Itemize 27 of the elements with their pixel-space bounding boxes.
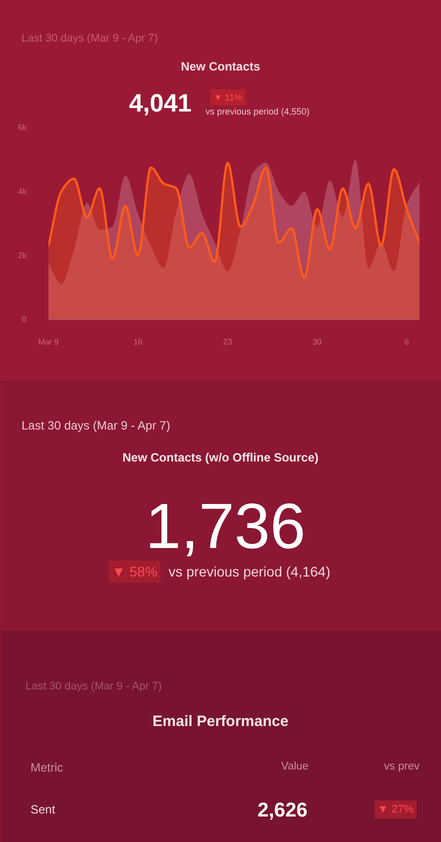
x-tick-label: Mar 9	[38, 338, 60, 346]
text: 1,736	[145, 490, 306, 562]
y-tick-label: 4k	[18, 187, 28, 196]
x-tick-label: 23	[223, 338, 233, 346]
text: New Contacts (w/o Offline Source)	[122, 450, 319, 464]
text: vs previous period (4,164)	[168, 564, 330, 580]
x-tick-label: 16	[134, 338, 144, 346]
text: Value	[281, 760, 309, 772]
x-tick-label: 30	[312, 338, 322, 346]
text: ▼ 58%	[112, 564, 158, 580]
y-tick-label: 0	[22, 315, 28, 324]
text: Email Performance	[152, 713, 288, 730]
y-tick-label: 6k	[18, 123, 28, 132]
chart-subtitle: Last 30 days (Mar 9 - Apr 7)	[22, 32, 158, 44]
y-tick-label: 2k	[18, 251, 28, 260]
x-tick-label: 6	[404, 338, 410, 346]
chart-title: New Contacts	[180, 60, 260, 74]
text: Last 30 days (Mar 9 - Apr 7)	[26, 680, 162, 692]
text: vs prev	[384, 760, 420, 772]
text: 2,626	[257, 800, 308, 822]
text: Last 30 days (Mar 9 - Apr 7)	[22, 418, 170, 432]
text: Sent	[30, 802, 56, 816]
text: vs previous period (4,550)	[206, 106, 310, 116]
text: ▼ 27%	[378, 804, 414, 816]
text: Metric	[30, 760, 64, 774]
text: ▼ 11%	[214, 92, 242, 102]
text: 4,041	[128, 90, 192, 118]
